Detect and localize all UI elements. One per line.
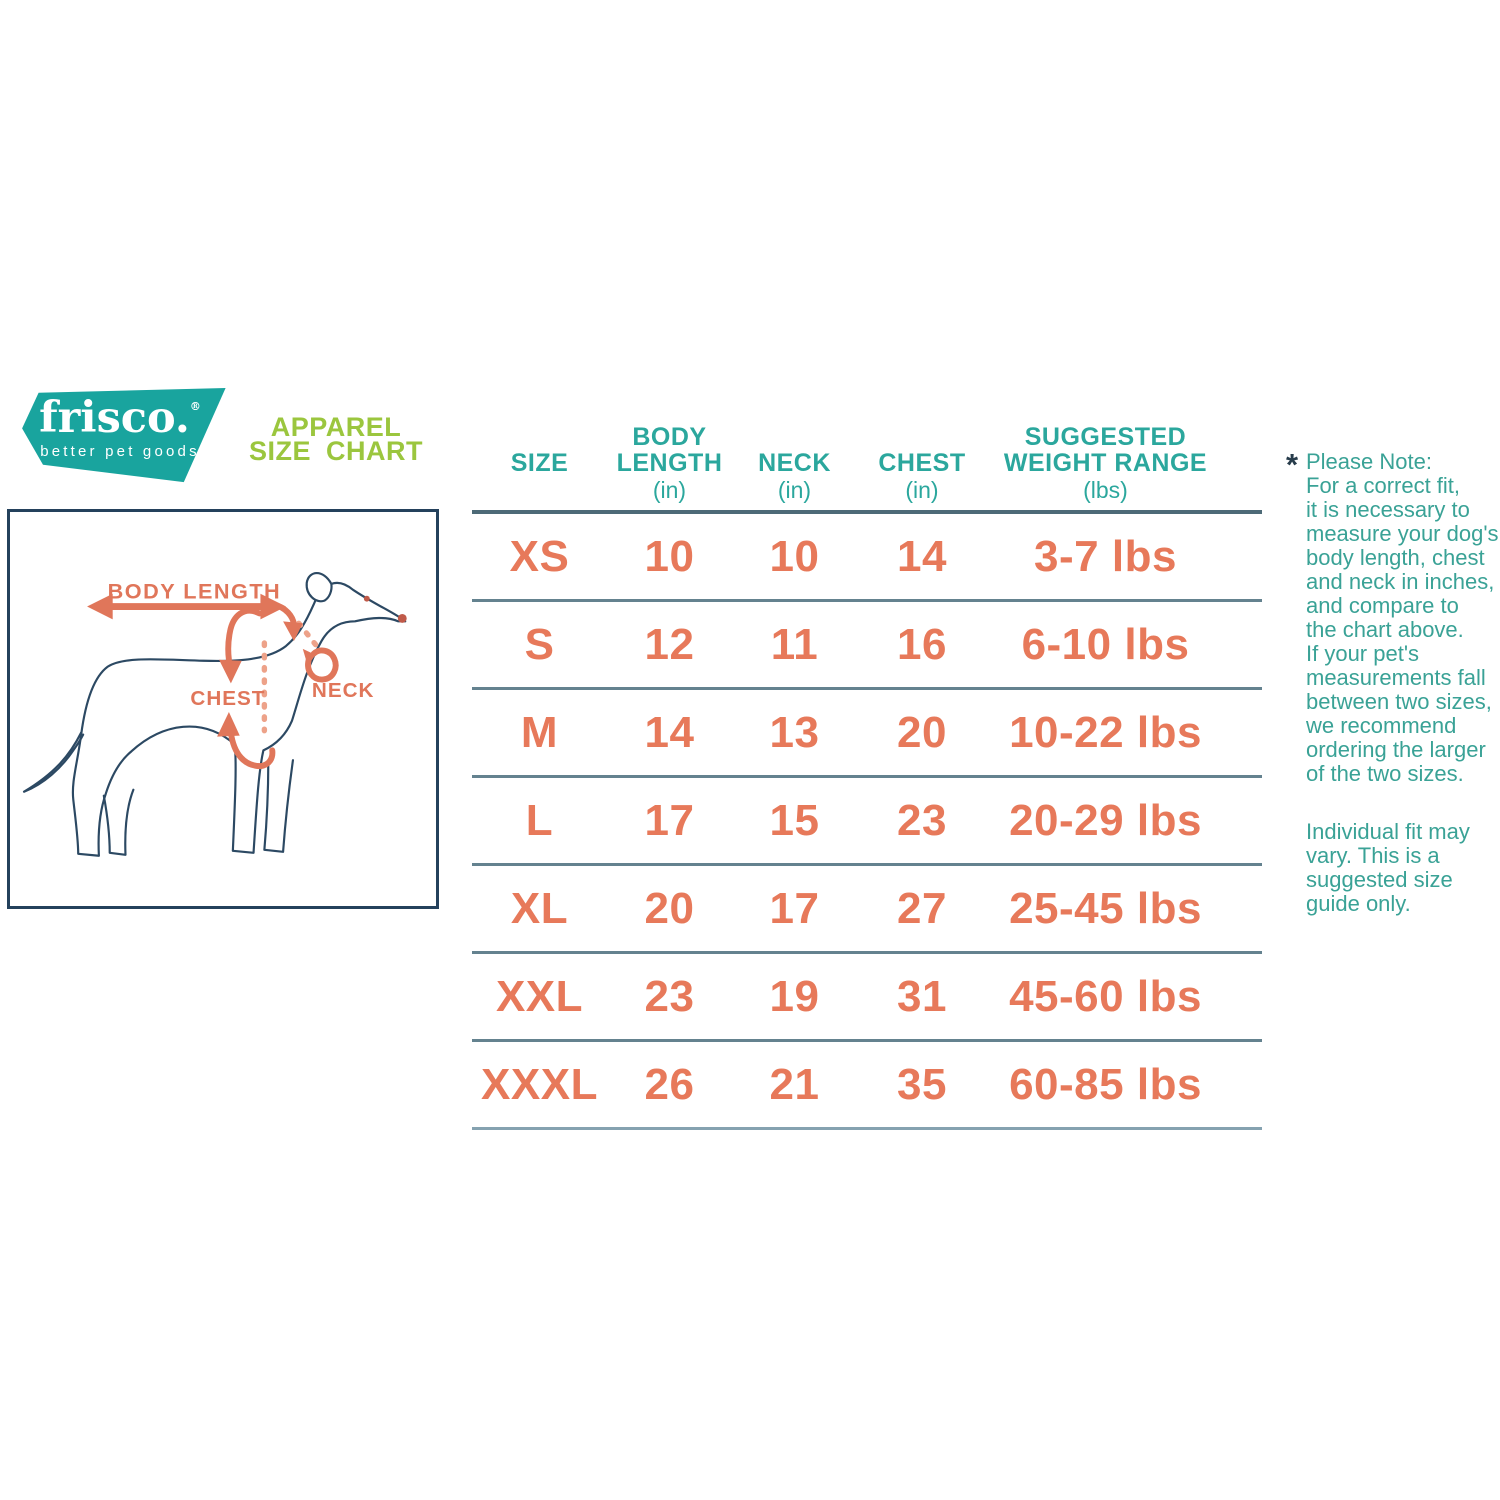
table-row: XXL 23 19 31 45-60 lbs: [472, 951, 1262, 1039]
frisco-logo-banner: frisco.® better pet goods: [22, 388, 226, 483]
page-title-line2: SIZE CHART: [249, 436, 423, 466]
chest-cell: 20: [897, 707, 947, 757]
size-cell: L: [525, 795, 554, 845]
measurement-dashed-lines: [261, 620, 324, 734]
chest-cell: 27: [897, 883, 947, 933]
dog-rear-leg-far: [102, 788, 135, 856]
brand-tagline: better pet goods: [40, 443, 200, 460]
weight-cell: 20-29 lbs: [1009, 795, 1202, 845]
body-length-cell: 23: [644, 971, 695, 1021]
neck-arrowhead-down: [283, 621, 303, 642]
measurement-labels: BODY LENGTH CHEST NECK: [108, 579, 375, 710]
neck-cell: 17: [769, 883, 820, 933]
size-cell: XXXL: [481, 1059, 598, 1109]
column-header-weight-range: SUGGESTED WEIGHT RANGE (lbs): [1003, 423, 1208, 503]
note-asterisk: *: [1286, 447, 1299, 482]
neck-dashed-line: [296, 620, 324, 654]
chest-label: CHEST: [190, 687, 265, 710]
weight-cell: 25-45 lbs: [1009, 883, 1202, 933]
chest-arrowhead-down: [219, 659, 242, 684]
chest-arrow-top-arc: [225, 607, 263, 663]
registered-trademark-icon: ®: [189, 400, 201, 413]
table-row: XS 10 10 14 3-7 lbs: [472, 510, 1262, 599]
measurement-arrows: [105, 601, 339, 770]
table-row: XL 20 17 27 25-45 lbs: [472, 863, 1262, 951]
page-title-line1: APPAREL: [270, 412, 402, 442]
size-table: SIZE BODY LENGTH (in) NECK (in) CHEST (i…: [472, 412, 1262, 1130]
neck-cell: 11: [770, 619, 819, 669]
column-header-chest: CHEST (in): [878, 449, 966, 503]
dog-nose: [397, 613, 407, 623]
arrowheads: [87, 593, 316, 737]
dog-tail: [22, 731, 85, 793]
weight-cell: 60-85 lbs: [1009, 1059, 1202, 1109]
weight-cell: 10-22 lbs: [1009, 707, 1202, 757]
neck-cell: 15: [769, 795, 820, 845]
neck-label: NECK: [312, 679, 375, 702]
neck-cell: 19: [769, 971, 820, 1021]
column-header-neck: NECK (in): [758, 449, 831, 503]
size-cell: M: [520, 707, 559, 757]
column-header-size: SIZE: [510, 449, 569, 477]
dog-measurement-diagram: BODY LENGTH CHEST NECK: [7, 509, 439, 909]
body-length-arrowhead-right: [260, 593, 287, 620]
table-body: XS 10 10 14 3-7 lbs S 12 11 16 6-10 lbs …: [472, 510, 1262, 1130]
size-cell: XL: [510, 883, 569, 933]
weight-cell: 45-60 lbs: [1009, 971, 1202, 1021]
neck-cell: 10: [769, 531, 820, 581]
chest-cell: 16: [897, 619, 947, 669]
neck-cell: 21: [769, 1059, 820, 1109]
neck-arrowhead-up: [302, 648, 316, 666]
table-row: S 12 11 16 6-10 lbs: [472, 599, 1262, 687]
body-length-cell: 26: [644, 1059, 695, 1109]
chest-cell: 31: [897, 971, 947, 1021]
body-length-cell: 12: [644, 619, 695, 669]
table-row: L 17 15 23 20-29 lbs: [472, 775, 1262, 863]
note-paragraph-2: Individual fit may vary. This is a sugge…: [1306, 819, 1470, 916]
table-row: M 14 13 20 10-22 lbs: [472, 687, 1262, 775]
table-header-row: SIZE BODY LENGTH (in) NECK (in) CHEST (i…: [472, 412, 1262, 510]
page-title: APPAREL SIZE CHART: [240, 412, 432, 466]
table-row: XXXL 26 21 35 60-85 lbs: [472, 1039, 1262, 1127]
size-cell: S: [524, 619, 555, 669]
chest-cell: 14: [897, 531, 947, 581]
body-length-cell: 14: [644, 707, 695, 757]
chest-cell: 35: [897, 1059, 947, 1109]
chest-arrowhead-up: [217, 711, 240, 737]
weight-cell: 6-10 lbs: [1021, 619, 1190, 669]
dog-diagram-illustration: BODY LENGTH CHEST NECK: [22, 572, 407, 857]
chest-arrow-bottom-arc: [227, 729, 276, 770]
weight-cell: 3-7 lbs: [1034, 531, 1177, 581]
body-length-cell: 10: [644, 531, 695, 581]
body-length-arrowhead-left: [87, 593, 113, 620]
dog-front-leg-far: [263, 759, 295, 853]
size-cell: XXL: [495, 971, 584, 1021]
neck-arrow-loop: [305, 647, 339, 683]
note-paragraph-1: Please Note: For a correct fit, it is ne…: [1306, 449, 1499, 786]
neck-cell: 13: [769, 707, 820, 757]
dog-body: [71, 581, 407, 857]
body-length-label: BODY LENGTH: [108, 579, 281, 604]
size-cell: XS: [509, 531, 570, 581]
brand-name: frisco.: [39, 393, 190, 443]
body-length-cell: 17: [644, 795, 695, 845]
dog-eye: [363, 595, 370, 602]
dog-outline: [22, 572, 407, 857]
body-length-cell: 20: [644, 883, 695, 933]
frisco-logo-wordmark: frisco.®: [22, 397, 226, 440]
chest-cell: 23: [897, 795, 947, 845]
dog-ear: [305, 572, 333, 603]
column-header-body-length: BODY LENGTH (in): [616, 423, 723, 503]
